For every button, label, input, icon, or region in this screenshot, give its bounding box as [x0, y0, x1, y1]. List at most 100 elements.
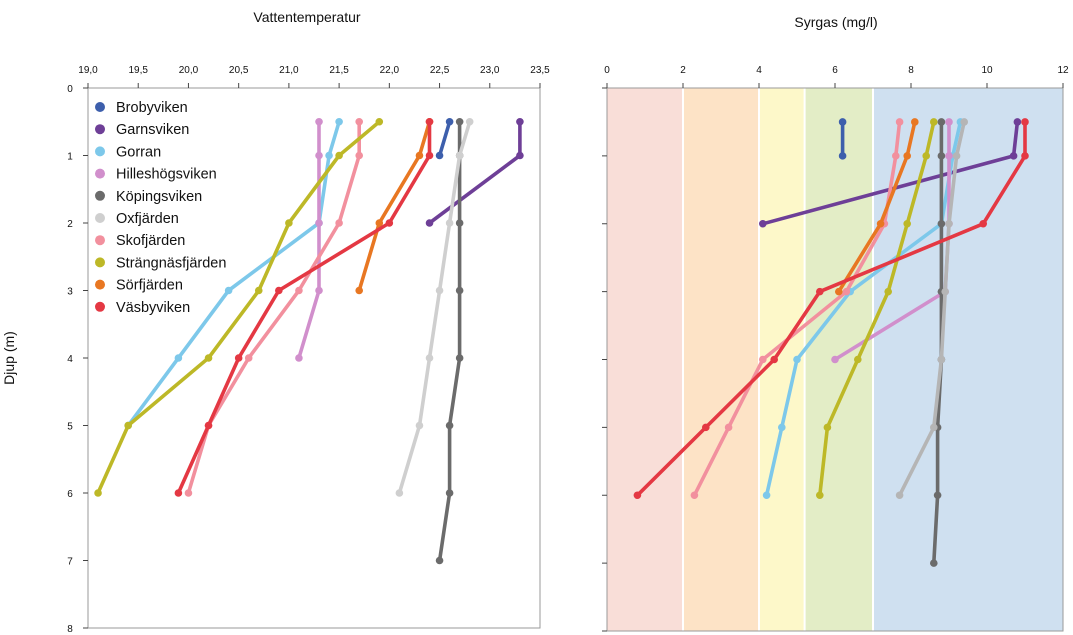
temp-x-tick-label: 21,5 — [329, 65, 349, 76]
legend-label: Strängnäsfjärden — [116, 255, 226, 271]
temp-data-point — [315, 219, 323, 227]
temp-x-tick-label: 19,5 — [128, 65, 148, 76]
temp-data-point — [445, 117, 454, 126]
oxygen-data-point — [690, 491, 699, 500]
oxygen-x-tick-label: 10 — [981, 65, 993, 76]
temp-x-tick-label: 20,5 — [229, 65, 249, 76]
temp-data-point — [435, 556, 444, 565]
oxygen-data-point — [937, 355, 946, 364]
temp-data-point — [455, 117, 464, 126]
temp-data-point — [516, 117, 524, 126]
temp-data-point — [295, 354, 303, 362]
temp-data-point — [174, 354, 183, 362]
temp-series-hilleshogsviken — [295, 117, 323, 362]
oxygen-series-strangnasfjarden — [816, 118, 938, 500]
legend-label: Väsbyviken — [116, 300, 190, 316]
oxygen-data-point — [854, 355, 862, 364]
oxygen-data-point — [876, 219, 885, 228]
oxygen-data-point — [793, 355, 801, 364]
temp-data-point — [415, 151, 424, 160]
oxygen-data-point — [960, 118, 968, 126]
oxygen-data-point — [937, 219, 946, 228]
legend-label: Skofjärden — [116, 233, 185, 249]
temp-y-tick-label: 4 — [67, 354, 73, 365]
oxygen-data-point — [816, 491, 824, 500]
temp-data-point — [375, 117, 384, 126]
oxygen-data-point — [979, 219, 987, 228]
temp-data-point — [244, 354, 253, 362]
legend: Brobyviken Garnsviken Gorran Hilleshögsvike… — [95, 100, 226, 316]
legend-marker — [95, 235, 105, 246]
temp-series-vasbyviken — [174, 117, 434, 497]
legend-marker — [95, 124, 105, 135]
legend-label: Gorran — [116, 144, 161, 160]
temp-y-tick-label: 8 — [67, 624, 73, 635]
temp-data-point — [94, 489, 102, 497]
temp-data-point — [234, 354, 243, 362]
temp-data-point — [455, 219, 464, 227]
temp-series-garnsviken — [425, 117, 524, 227]
temp-data-point — [395, 489, 404, 497]
legend-label: Brobyviken — [116, 100, 188, 116]
oxygen-data-point — [895, 118, 904, 126]
temp-x-tick-label: 21,0 — [279, 65, 299, 76]
oxygen-data-point — [930, 118, 938, 126]
legend-marker — [95, 102, 105, 112]
temp-data-point — [465, 117, 474, 126]
oxygen-data-point — [945, 152, 953, 160]
legend-label: Sörfjärden — [116, 278, 183, 294]
temp-data-point — [315, 151, 323, 160]
legend-marker — [95, 146, 105, 157]
temp-data-point — [425, 354, 434, 362]
temp-x-tick-label: 23,5 — [530, 65, 550, 76]
oxygen-data-point — [1013, 118, 1022, 126]
oxygen-data-point — [952, 152, 961, 160]
oxygen-data-point — [831, 355, 839, 364]
temp-data-point — [425, 151, 434, 160]
temp-data-point — [174, 489, 183, 497]
oxygen-data-point — [633, 491, 642, 500]
oxygen-data-point — [945, 118, 953, 126]
oxygen-series-skofjarden — [690, 118, 904, 500]
oxygen-data-point — [816, 287, 824, 296]
oxygen-data-point — [778, 423, 786, 432]
temp-y-tick-label: 2 — [67, 219, 73, 230]
temp-data-point — [315, 117, 323, 126]
temp-data-point — [224, 286, 233, 295]
temp-y-tick-label: 3 — [67, 287, 73, 298]
oxygen-series-line — [931, 120, 944, 565]
temp-x-tick-label: 22,0 — [380, 65, 400, 76]
legend-marker — [95, 279, 105, 290]
temp-data-point — [415, 421, 424, 430]
oxygen-band-1 — [683, 88, 759, 631]
legend-label: Oxfjärden — [116, 211, 179, 227]
oxygen-x-tick-label: 2 — [680, 65, 686, 76]
oxygen-data-point — [1021, 118, 1029, 126]
legend-marker — [95, 190, 105, 201]
temp-y-tick-label: 1 — [67, 152, 73, 163]
temp-series-line — [427, 120, 522, 225]
oxygen-data-point — [911, 118, 919, 126]
temp-data-point — [355, 117, 364, 126]
temp-data-point — [445, 489, 454, 497]
oxygen-data-point — [937, 152, 946, 160]
oxygen-data-point — [941, 287, 949, 296]
oxygen-data-point — [933, 491, 942, 500]
oxygen-data-point — [884, 287, 892, 296]
legend-marker — [95, 168, 105, 179]
oxygen-data-point — [945, 219, 953, 228]
oxygen-data-point — [702, 423, 710, 432]
oxygen-x-tick-label: 0 — [604, 65, 610, 76]
oxygen-data-point — [937, 118, 946, 126]
oxygen-chart-title: Syrgas (mg/l) — [794, 14, 877, 30]
depth-axis-label: Djup (m) — [1, 331, 17, 385]
oxygen-series-line — [836, 120, 917, 294]
temp-x-tick-label: 22,5 — [430, 65, 450, 76]
oxygen-x-tick-label: 8 — [908, 65, 914, 76]
oxygen-x-tick-label: 6 — [832, 65, 838, 76]
temp-series-oxfjarden — [395, 117, 474, 497]
temp-series-sorfjarden — [355, 117, 434, 295]
temperature-panel: 19,0 19,5 20,0 20,5 21,0 21,5 22,0 22,5 23,0 23,5… — [67, 65, 550, 635]
oxygen-data-point — [922, 152, 930, 160]
